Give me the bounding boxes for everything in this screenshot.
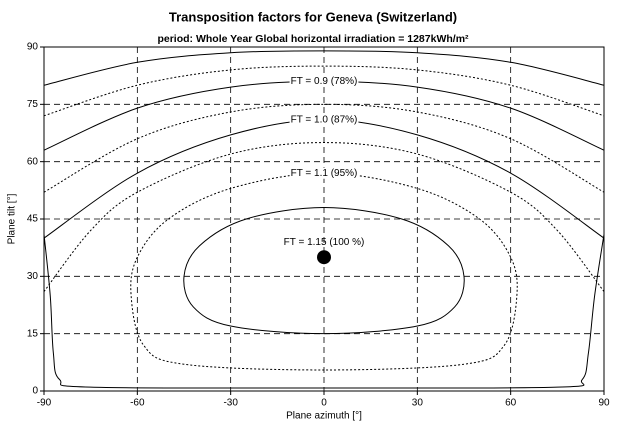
x-tick-label: 90 [598, 398, 610, 409]
y-tick-label: 75 [27, 99, 39, 110]
label-background [289, 76, 359, 88]
chart-title: Transposition factors for Geneva (Switze… [169, 9, 457, 24]
x-tick-label: 0 [321, 398, 327, 409]
optimum-label: FT = 1.15 (100 %) [284, 237, 365, 248]
optimum-point [317, 250, 331, 265]
x-tick-label: -30 [223, 398, 238, 409]
y-tick-label: 45 [27, 214, 39, 225]
contour-label: FT = 1.0 (87%) [291, 114, 358, 125]
x-tick-label: -60 [130, 398, 145, 409]
x-axis-label: Plane azimuth [°] [286, 411, 362, 422]
x-tick-label: 60 [505, 398, 517, 409]
contour-line [43, 103, 605, 193]
x-tick-label: -90 [37, 398, 52, 409]
plot-frame [43, 46, 605, 392]
y-tick-label: 0 [32, 386, 38, 397]
contour-line [43, 142, 605, 292]
y-tick-label: 30 [27, 271, 39, 282]
label-background [289, 167, 359, 179]
y-tick-label: 90 [27, 42, 39, 53]
contour-line [43, 50, 605, 86]
contour-line [183, 207, 465, 335]
contour-label: FT = 0.9 (78%) [291, 76, 358, 87]
x-tick-label: 30 [412, 398, 424, 409]
contour-line [130, 172, 518, 371]
contour-label: FT = 1.1 (95%) [291, 168, 358, 179]
chart-subtitle: period: Whole Year Global horizontal irr… [157, 33, 469, 45]
y-tick-label: 60 [27, 156, 39, 167]
y-axis-label: Plane tilt [°] [7, 193, 18, 244]
contour-line [43, 234, 605, 389]
label-background [289, 114, 359, 126]
y-tick-label: 15 [27, 328, 39, 339]
